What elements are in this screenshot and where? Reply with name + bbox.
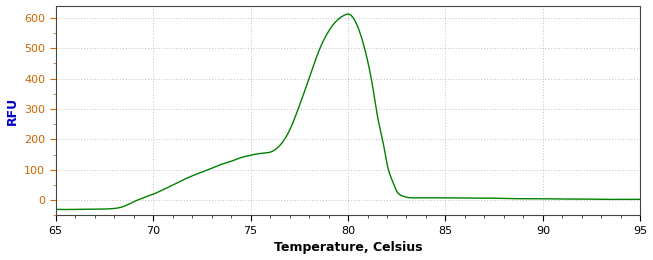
X-axis label: Temperature, Celsius: Temperature, Celsius xyxy=(274,242,422,255)
Y-axis label: RFU: RFU xyxy=(6,96,18,125)
